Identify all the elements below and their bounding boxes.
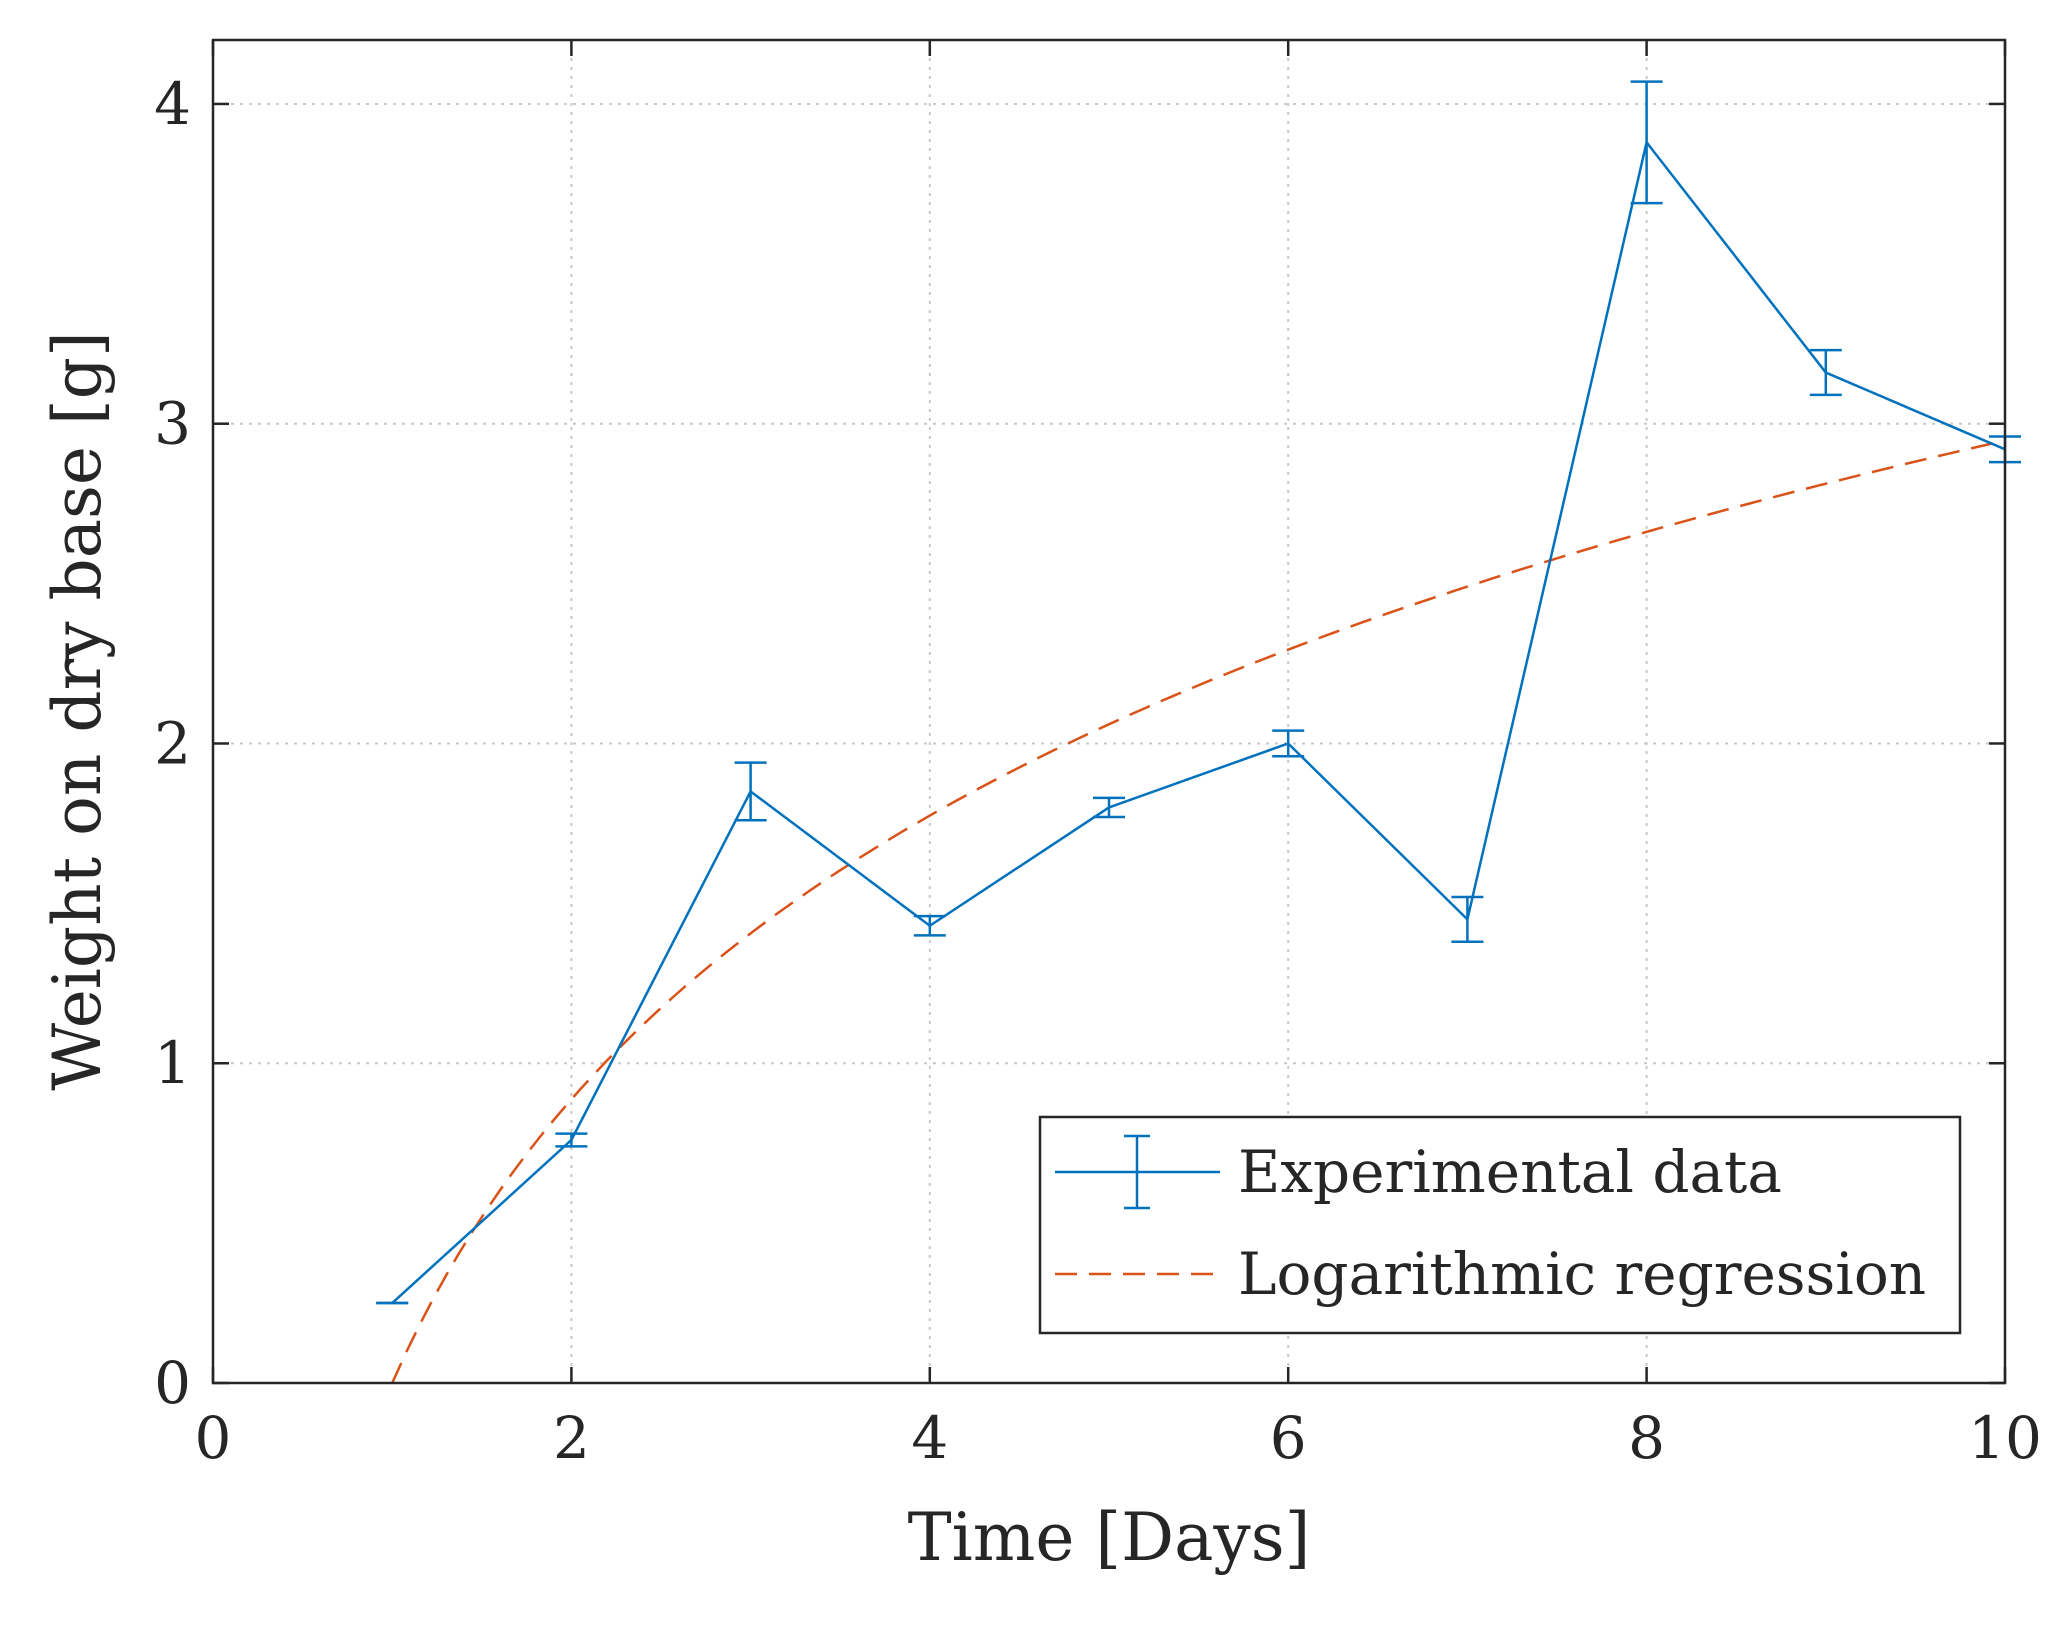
error-bar — [1272, 729, 1305, 758]
grid — [213, 40, 2005, 1383]
y-tick-label: 0 — [154, 1349, 191, 1417]
error-bar — [1630, 80, 1663, 205]
y-tick-label: 2 — [154, 709, 191, 777]
x-tick-label: 0 — [195, 1404, 232, 1472]
x-axis-label: Time [Days] — [908, 1499, 1311, 1576]
legend-label-regression: Logarithmic regression — [1238, 1240, 1926, 1308]
error-bar — [555, 1132, 588, 1148]
x-tick-label: 8 — [1628, 1404, 1665, 1472]
experimental-data-line — [391, 141, 2006, 1304]
error-bar — [913, 914, 946, 937]
y-tick-label: 3 — [154, 390, 191, 458]
y-tick-label: 1 — [154, 1029, 191, 1097]
error-bar — [1809, 348, 1842, 397]
legend-box — [1038, 1115, 1962, 1335]
y-axis-label: Weight on dry base [g] — [39, 331, 116, 1090]
axis-ticks: 0 2 4 6 8 10 0 1 2 3 4 — [154, 40, 2042, 1472]
x-tick-label: 6 — [1270, 1404, 1307, 1472]
plot-area-frame — [211, 38, 2007, 1385]
error-bar — [734, 761, 767, 822]
legend-label-experimental: Experimental data — [1238, 1138, 1782, 1206]
error-bar — [1451, 895, 1484, 943]
x-tick-label: 4 — [911, 1404, 948, 1472]
error-bar — [1093, 796, 1125, 819]
y-tick-label: 4 — [154, 70, 191, 138]
legend: Experimental data Logarithmic regression — [1038, 1115, 1962, 1335]
x-tick-label: 10 — [1968, 1404, 2042, 1472]
x-tick-label: 2 — [553, 1404, 590, 1472]
regression-curve — [391, 439, 2006, 1384]
